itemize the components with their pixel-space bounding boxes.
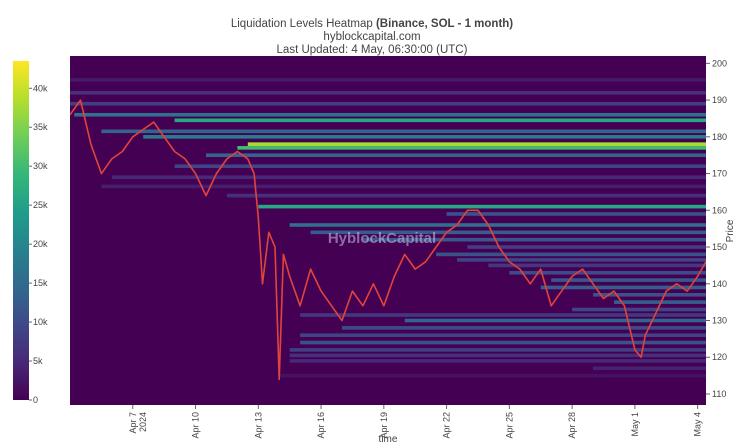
liquidation-band <box>174 118 706 123</box>
liquidation-band <box>593 292 706 297</box>
liquidation-bands <box>70 78 706 378</box>
x-tick-label: Apr 19 <box>379 412 389 439</box>
liquidation-band <box>247 142 706 146</box>
chart-subtitle-updated: Last Updated: 4 May, 06:30:00 (UTC) <box>277 44 468 56</box>
y-tick-label: 120 <box>712 352 727 362</box>
y-tick-label: 180 <box>712 132 727 142</box>
x-tick-label: 2024 <box>138 412 148 432</box>
colorbar-tick-label: 0 <box>33 395 38 405</box>
liquidation-band <box>289 359 706 363</box>
colorbar-tick-label: 15k <box>33 278 48 288</box>
liquidation-band <box>362 237 706 242</box>
y-tick-label: 190 <box>712 95 727 105</box>
liquidation-band <box>300 313 706 317</box>
colorbar-tick-label: 20k <box>33 239 48 249</box>
colorbar-ticks: 0 5k 10k 15k 20k 25k 30k 35k 40k <box>29 83 48 405</box>
x-tick-label: Apr 7 <box>128 412 138 434</box>
x-tick-label: Apr 22 <box>442 412 452 439</box>
liquidation-band <box>300 333 706 337</box>
liquidation-band <box>467 245 706 249</box>
colorbar-tick-label: 35k <box>33 122 48 132</box>
price-line <box>70 99 706 381</box>
watermark: HyblockCapital <box>328 230 436 247</box>
liquidation-band <box>310 230 706 235</box>
x-tick-label: Apr 16 <box>316 412 326 439</box>
liquidation-band <box>289 353 706 358</box>
y-tick-label: 150 <box>712 242 727 252</box>
liquidation-band <box>101 184 706 189</box>
x-tick-label: Apr 10 <box>191 412 201 439</box>
y-tick-label: 170 <box>712 169 727 179</box>
price-series <box>70 99 706 381</box>
liquidation-band <box>111 175 706 180</box>
liquidation-band <box>572 307 706 312</box>
liquidation-band <box>446 212 706 216</box>
x-tick-label: Apr 25 <box>504 412 514 439</box>
liquidation-band <box>101 129 706 134</box>
y-tick-label: 160 <box>712 205 727 215</box>
x-axis-ticks: Apr 7 2024 Apr 10 Apr 13 Apr 16 Apr 19 Apr 22 A… <box>128 405 703 439</box>
colorbar <box>13 61 29 400</box>
colorbar-tick-label: 40k <box>33 83 48 93</box>
liquidation-band <box>540 285 706 290</box>
liquidation-band <box>279 373 706 378</box>
liquidation-band <box>70 101 706 106</box>
liquidation-band <box>457 258 706 262</box>
liquidation-band <box>174 164 706 169</box>
y-tick-label: 110 <box>712 389 726 399</box>
colorbar-tick-label: 30k <box>33 161 48 171</box>
colorbar-tick-label: 25k <box>33 200 48 210</box>
x-tick-label: May 1 <box>630 412 640 437</box>
liquidation-band <box>509 270 706 275</box>
liquidation-band <box>143 135 706 139</box>
y-tick-label: 130 <box>712 316 727 326</box>
y-axis-ticks: 110 120 130 140 150 160 170 180 190 200 <box>706 58 727 399</box>
liquidation-band <box>404 318 706 323</box>
liquidation-band <box>593 366 706 371</box>
liquidation-band <box>551 278 706 282</box>
chart-subtitle-site: hyblockcapital.com <box>323 31 420 43</box>
x-tick-label: Apr 28 <box>567 412 577 439</box>
liquidation-band <box>488 263 706 268</box>
liquidation-band <box>70 78 706 82</box>
x-tick-label: May 4 <box>693 412 703 437</box>
x-tick-label: Apr 13 <box>253 412 263 439</box>
liquidation-band <box>289 223 706 227</box>
x-axis-title: time <box>379 434 398 445</box>
chart-title: Liquidation Levels Heatmap (Binance, SOL… <box>231 18 513 30</box>
liquidation-band <box>226 193 706 198</box>
liquidation-band <box>70 90 706 95</box>
y-tick-label: 200 <box>712 58 727 68</box>
liquidation-band <box>237 146 706 150</box>
liquidation-band <box>300 340 706 345</box>
liquidation-band <box>341 326 706 330</box>
y-axis-title: Price <box>725 219 736 242</box>
liquidation-band <box>205 153 706 157</box>
liquidation-band <box>258 204 706 209</box>
liquidation-band <box>613 300 706 304</box>
colorbar-tick-label: 5k <box>33 356 43 366</box>
liquidation-band <box>74 112 706 117</box>
liquidation-band <box>436 252 706 257</box>
colorbar-tick-label: 10k <box>33 317 48 327</box>
y-tick-label: 140 <box>712 279 727 289</box>
liquidation-band <box>289 348 706 352</box>
